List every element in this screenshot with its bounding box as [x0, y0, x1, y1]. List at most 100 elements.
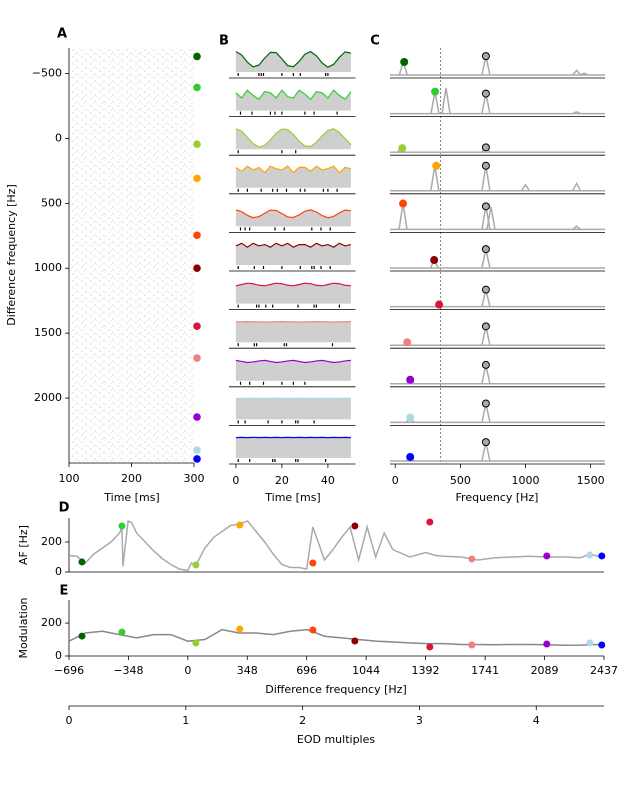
carrier-area	[235, 209, 351, 227]
x-tick-label: −348	[113, 664, 143, 677]
af-peak	[400, 58, 409, 66]
y-tick-label: 0	[55, 565, 62, 578]
x-axis-label: Difference frequency [Hz]	[265, 683, 407, 696]
af-peak	[431, 87, 440, 96]
af-peak	[430, 256, 439, 265]
spectrum-peak	[520, 183, 531, 192]
y-tick-label: 2000	[34, 391, 62, 404]
point	[351, 522, 359, 530]
df-marker	[193, 231, 201, 240]
eod-peak	[481, 202, 490, 211]
envelope	[235, 242, 352, 248]
x-tick-label: 0	[66, 714, 73, 727]
point	[192, 561, 200, 569]
df-marker	[193, 83, 201, 92]
y-tick-label: 1500	[34, 326, 62, 339]
y-axis-label: AF [Hz]	[17, 525, 30, 565]
x-tick-label: 696	[296, 664, 317, 677]
af-peak	[399, 199, 408, 208]
panel-label: E	[60, 584, 69, 599]
carrier-area	[235, 243, 351, 265]
y-axis-label: Modulation	[17, 597, 30, 658]
panel-label: A	[57, 27, 67, 42]
y-tick-label: 0	[55, 131, 62, 144]
point	[309, 559, 317, 567]
envelope	[235, 209, 351, 219]
df-marker	[193, 446, 201, 454]
x-tick-label: 2	[299, 714, 306, 727]
x-tick-label: 100	[59, 472, 80, 485]
x-tick-label: 0	[232, 474, 239, 487]
eod-peak	[481, 285, 490, 294]
eod-peak	[481, 161, 490, 170]
trace	[68, 628, 604, 647]
y-tick-label: −500	[32, 66, 62, 79]
envelope	[235, 89, 352, 101]
x-tick-label: 40	[321, 474, 335, 487]
point	[468, 555, 476, 563]
x-tick-label: 348	[237, 664, 258, 677]
carrier-area	[235, 166, 351, 188]
df-marker	[193, 413, 201, 421]
spectrum-peak	[579, 72, 589, 76]
x-axis-label: Frequency [Hz]	[456, 491, 539, 504]
envelope	[235, 282, 351, 287]
af-peak	[398, 144, 407, 153]
x-tick-label: 20	[275, 474, 289, 487]
x-tick-label: 4	[533, 714, 540, 727]
x-tick-label: 1000	[512, 474, 540, 487]
x-tick-label: 0	[184, 664, 191, 677]
carrier-area	[235, 360, 351, 381]
eod-peak	[481, 143, 490, 152]
x-tick-label: 500	[450, 474, 471, 487]
x-tick-label: 1	[182, 714, 189, 727]
x-tick-label: 200	[121, 472, 142, 485]
af-peak	[435, 300, 444, 309]
envelope	[235, 359, 351, 364]
panel-label: D	[59, 501, 70, 516]
x-tick-label: 3	[416, 714, 423, 727]
y-tick-label: 500	[41, 196, 62, 209]
carrier-area	[235, 437, 351, 458]
y-tick-label: 200	[41, 535, 62, 548]
panel-label: C	[370, 34, 380, 49]
x-tick-label: −696	[54, 664, 84, 677]
point	[426, 518, 434, 526]
x-axis-label: EOD multiples	[297, 733, 375, 746]
df-marker	[193, 455, 201, 463]
df-marker	[193, 52, 201, 61]
carrier-area	[235, 398, 351, 420]
y-axis-label: Difference frequency [Hz]	[5, 184, 18, 326]
spectrum-peak	[441, 87, 451, 114]
spectrum-peak	[572, 225, 582, 230]
df-marker	[193, 354, 201, 362]
point	[586, 639, 594, 647]
x-tick-label: 1500	[577, 474, 605, 487]
envelope	[235, 320, 351, 323]
raster-texture	[70, 48, 194, 462]
point	[586, 551, 594, 559]
carrier-area	[235, 90, 351, 111]
eod-peak	[481, 245, 490, 254]
point	[192, 639, 200, 647]
point	[118, 522, 126, 530]
df-marker	[193, 322, 201, 330]
x-axis-label: Time [ms]	[103, 491, 159, 504]
df-marker	[193, 174, 201, 183]
x-tick-label: 1392	[412, 664, 440, 677]
point	[78, 558, 86, 566]
envelope	[235, 50, 352, 68]
af-peak	[406, 413, 415, 422]
df-marker	[193, 140, 201, 149]
eod-peak	[481, 322, 490, 331]
y-tick-label: 1000	[34, 261, 62, 274]
spectrum-peak	[572, 110, 581, 115]
x-tick-label: 1044	[352, 664, 380, 677]
point	[468, 641, 476, 649]
carrier-area	[235, 321, 351, 343]
y-tick-label: 0	[55, 649, 62, 662]
y-tick-label: 200	[41, 616, 62, 629]
point	[543, 552, 551, 560]
carrier-area	[235, 51, 351, 72]
point	[236, 521, 244, 529]
